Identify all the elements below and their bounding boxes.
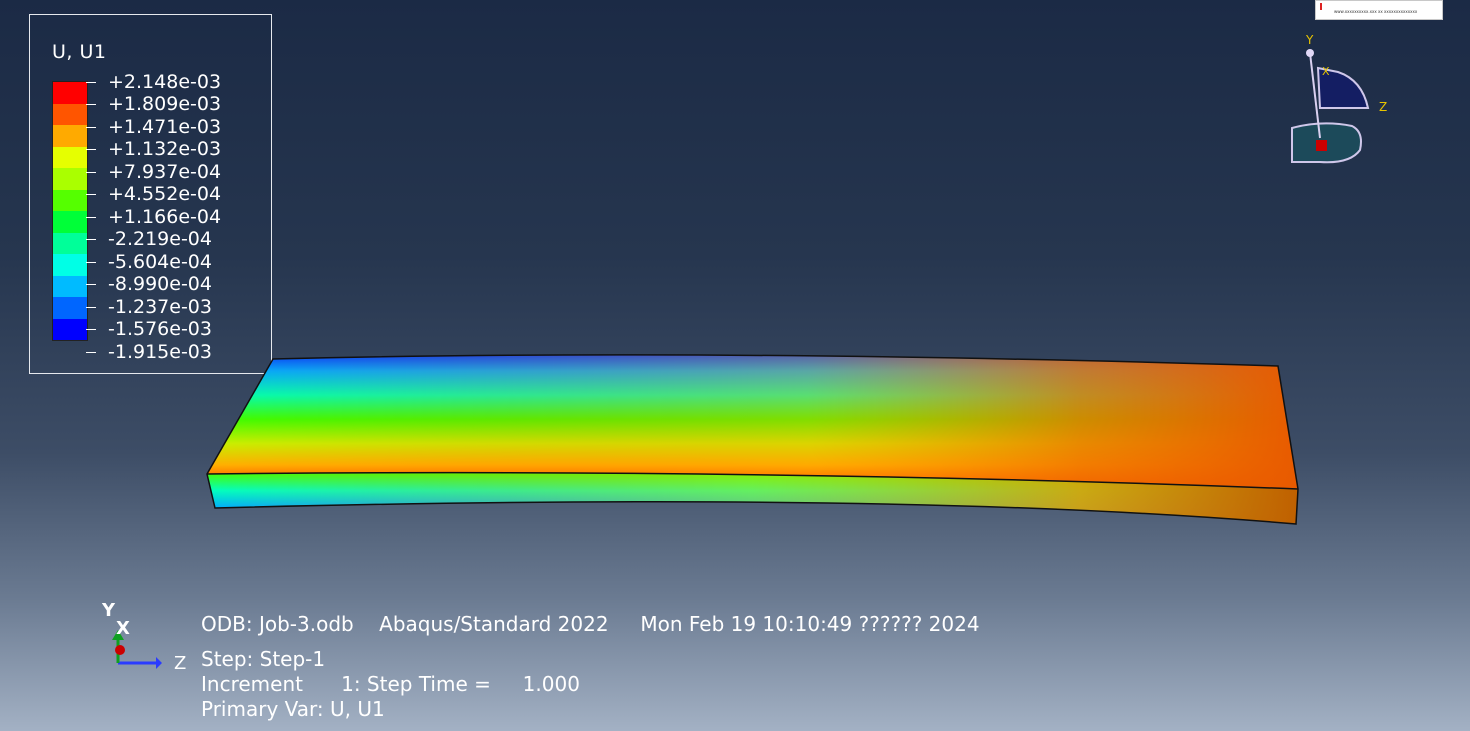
legend-tick: [86, 217, 96, 218]
legend-label: +4.552e-04: [108, 183, 222, 205]
triad-y-label: Y: [1305, 33, 1314, 47]
contour-legend: U, U1 +2.148e-03 +1.809e-03 +1.471e-03 +…: [29, 14, 272, 374]
legend-label: +7.937e-04: [108, 161, 222, 183]
legend-swatch: [53, 275, 87, 297]
legend-label: +1.809e-03: [108, 93, 222, 115]
mini-triad-x-label: X: [116, 618, 130, 639]
view-orientation-triad[interactable]: Y X Z: [1280, 28, 1400, 173]
beam-side-face-shading: [207, 472, 1298, 524]
triad-axis-line: [1309, 52, 1321, 139]
triad-origin-marker: [1316, 140, 1327, 151]
y-axis-arrow: [112, 630, 124, 640]
thumbnail-marker: [1320, 3, 1322, 10]
legend-label: +1.471e-03: [108, 116, 222, 138]
legend-color-bar: [52, 81, 88, 341]
legend-tick: [86, 284, 96, 285]
legend-title: U, U1: [52, 41, 107, 63]
global-axis-triad: Y X Z: [101, 600, 186, 674]
legend-tick: [86, 194, 96, 195]
mini-triad-z-label: Z: [174, 653, 186, 674]
legend-tick: [86, 172, 96, 173]
increment-info-line: Increment 1: Step Time = 1.000: [201, 672, 580, 696]
legend-label: -2.219e-04: [108, 228, 212, 250]
legend-label: +2.148e-03: [108, 71, 222, 93]
legend-label: -5.604e-04: [108, 251, 212, 273]
legend-tick: [86, 262, 96, 263]
triad-upper-face: [1316, 66, 1370, 109]
legend-tick: [86, 127, 96, 128]
step-info-line: Step: Step-1: [201, 647, 326, 671]
legend-swatch: [53, 318, 87, 340]
legend-swatch: [53, 82, 87, 104]
beam-top-face-shading: [207, 354, 1298, 489]
legend-swatch: [53, 168, 87, 190]
thumbnail-preview[interactable]: www.xxxxxxxxxx.xxx xx xxxxxxxxxxxxxx: [1315, 0, 1443, 20]
z-axis-arrow: [156, 657, 162, 669]
legend-tick: [86, 104, 96, 105]
legend-tick: [86, 239, 96, 240]
primary-var-line: Primary Var: U, U1: [201, 697, 385, 721]
legend-tick: [86, 307, 96, 308]
odb-info-line: ODB: Job-3.odb Abaqus/Standard 2022 Mon …: [201, 612, 980, 636]
x-axis-dot: [115, 645, 125, 655]
legend-swatch: [53, 254, 87, 276]
legend-tick: [86, 82, 96, 83]
legend-tick: [86, 329, 96, 330]
legend-swatch: [53, 232, 87, 254]
legend-label: +1.166e-04: [108, 206, 222, 228]
legend-swatch: [53, 103, 87, 125]
legend-label: -1.915e-03: [108, 341, 212, 363]
legend-label: -8.990e-04: [108, 273, 212, 295]
legend-label: -1.237e-03: [108, 296, 212, 318]
beam-outline: [206, 354, 1299, 525]
triad-axis-tip: [1306, 49, 1314, 57]
triad-z-label: Z: [1379, 100, 1387, 114]
legend-swatch: [53, 125, 87, 147]
legend-label: -1.576e-03: [108, 318, 212, 340]
legend-tick: [86, 352, 96, 353]
mini-triad-y-label: Y: [101, 600, 116, 621]
legend-swatch: [53, 189, 87, 211]
triad-x-label: X: [1322, 65, 1330, 78]
legend-tick: [86, 149, 96, 150]
legend-swatch: [53, 297, 87, 319]
legend-swatch: [53, 146, 87, 168]
legend-label: +1.132e-03: [108, 138, 222, 160]
legend-swatch: [53, 211, 87, 233]
thumbnail-text: www.xxxxxxxxxx.xxx xx xxxxxxxxxxxxxx: [1334, 9, 1418, 14]
beam-edge: [206, 471, 1299, 490]
